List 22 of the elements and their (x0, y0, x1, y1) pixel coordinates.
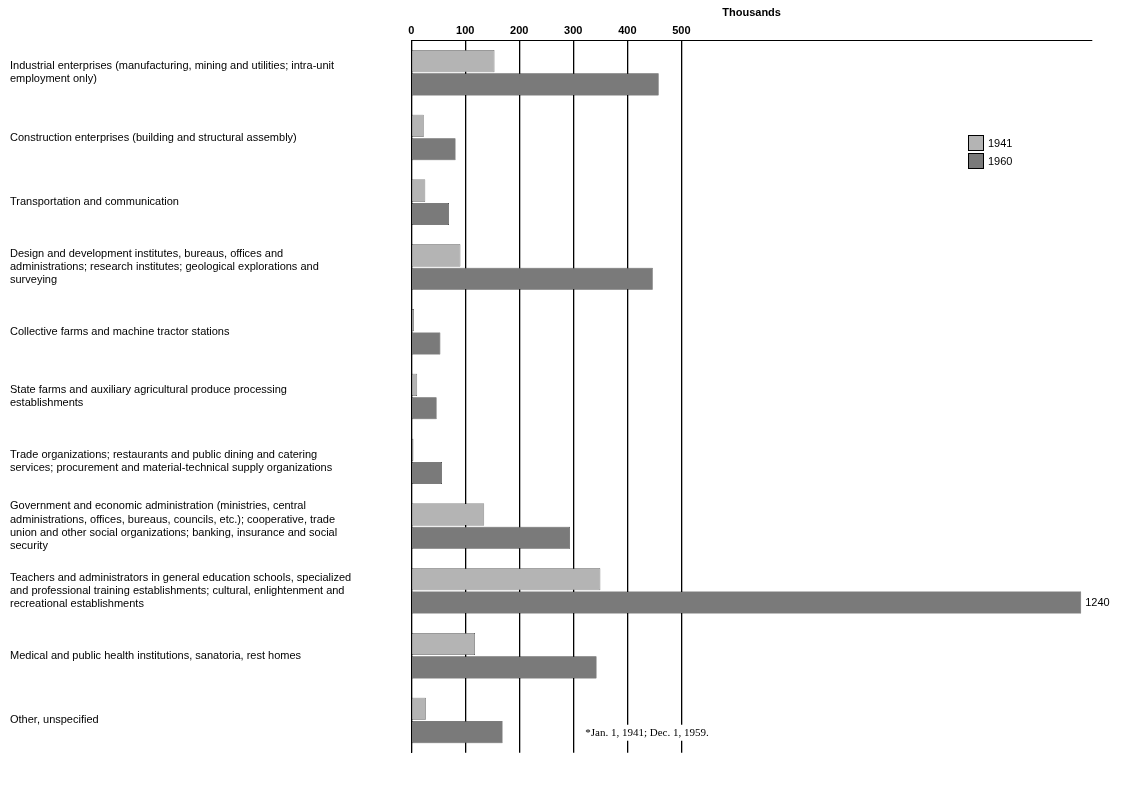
y-tick-label: Medical and public health institutions, sanatoria, rest homes (10, 648, 302, 661)
x-tick-label: 300 (564, 23, 583, 36)
y-tick-label: Other, unspecified (10, 713, 99, 726)
y-tick-label: Construction enterprises (building and structural assembly) (10, 130, 297, 143)
y-tick-label: Industrial enterprises (manufacturing, mining and utilities; intra-unit employment only) (10, 59, 335, 85)
y-tick-label: Government and economic administration (ministries, central administrations, offices, bureaus, councils, etc.); cooperative, trade union and other social organizations; banking, insurance and social security (10, 499, 338, 551)
x-tick-label: 400 (618, 23, 637, 36)
legend-label: 1941 (988, 136, 1013, 152)
legend-label: 1960 (988, 154, 1013, 170)
x-tick-label: 200 (510, 23, 529, 36)
data-label: 1240 (1085, 595, 1110, 608)
x-tick-label: 100 (456, 23, 475, 36)
y-tick-label: Collective farms and machine tractor stations (10, 324, 230, 337)
annotation: *Jan. 1, 1941; Dec. 1, 1959. (585, 725, 709, 738)
x-axis-title: Thousands (722, 5, 781, 18)
y-tick-label: Teachers and administrators in general education schools, specialized and professional training establishments; cultural, enlightenment and recreational establishments (10, 570, 352, 610)
y-tick-label: State farms and auxiliary agricultural produce processing establishments (10, 383, 287, 409)
y-tick-label: Trade organizations; restaurants and public dining and catering services; procurement and material-technical supply organizations (10, 447, 333, 473)
y-tick-label: Transportation and communication (10, 195, 179, 208)
x-tick-label: 0 (408, 23, 415, 36)
y-tick-label: Design and development institutes, bureaus, offices and administrations; research institutes; geological explorations and surveying (10, 246, 319, 286)
x-tick-label: 500 (672, 23, 691, 36)
